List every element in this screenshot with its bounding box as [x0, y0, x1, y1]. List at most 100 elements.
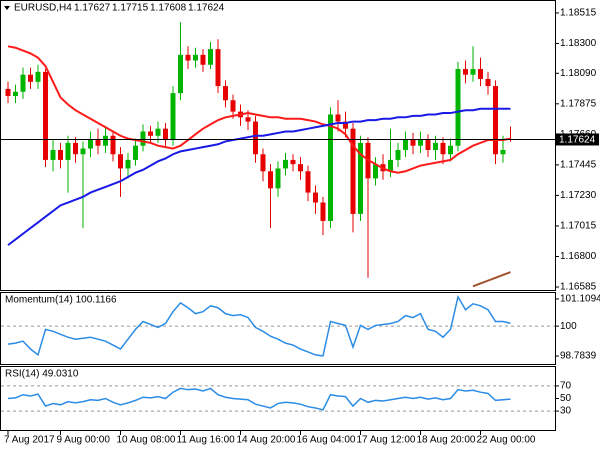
y-tick-label: 1.18300	[560, 38, 597, 49]
candle-body	[193, 54, 198, 61]
candle-body	[185, 54, 191, 61]
x-tick-label: 22 Aug 00:00	[477, 435, 536, 446]
candle-body	[163, 128, 168, 141]
candle-body	[328, 114, 333, 221]
last-price-box	[555, 133, 599, 146]
x-tick-label: 11 Aug 16:00	[177, 435, 236, 446]
candle-body	[500, 149, 506, 155]
y-tick-label: 50	[560, 393, 572, 404]
y-tick-label: 1.18515	[560, 8, 597, 19]
indicator-line	[7, 294, 511, 357]
candle-body	[80, 148, 86, 155]
ohlc-high: 1.17715	[112, 3, 149, 14]
y-tick-label: 1.16585	[560, 282, 597, 293]
candle-body	[140, 131, 146, 146]
candle-body	[208, 49, 213, 65]
candle-body	[58, 149, 63, 160]
candle-body	[403, 140, 408, 150]
menu-triangle[interactable]	[4, 6, 10, 10]
candle-body	[470, 69, 476, 75]
candle-body	[200, 54, 206, 65]
rsi-title: RSI(14) 49.0310	[5, 369, 79, 380]
main-panel-frame	[0, 0, 556, 291]
y-tick-label: 1.17445	[560, 160, 597, 171]
candle-body	[13, 91, 18, 97]
candle-body	[223, 86, 228, 101]
momentum-title: Momentum(14) 100.1166	[5, 295, 117, 306]
candle-body	[88, 140, 93, 149]
candle-body	[230, 100, 236, 112]
candle-body	[178, 54, 183, 94]
candle-body	[125, 159, 131, 169]
plot-layer: 1.185151.183001.180901.178751.176601.174…	[1, 8, 600, 446]
y-tick-label: 1.18090	[560, 68, 597, 79]
candle-body	[425, 140, 431, 150]
candle-body	[373, 164, 378, 179]
candle-body	[28, 74, 33, 82]
candle-body	[350, 128, 356, 214]
x-tick-label: 14 Aug 20:00	[237, 435, 296, 446]
y-tick-label: 98.7839	[560, 351, 597, 362]
candle-body	[95, 140, 101, 146]
candle-body	[5, 88, 11, 97]
candle-body	[290, 159, 296, 165]
candle-body	[485, 78, 491, 87]
symbol-label: EURUSD,H4	[14, 3, 72, 14]
candle-body	[253, 121, 258, 155]
x-tick-label: 17 Aug 12:00	[357, 435, 416, 446]
candle-body	[283, 159, 288, 169]
candle-body	[440, 142, 446, 155]
candle-body	[298, 164, 303, 172]
candle-body	[320, 202, 326, 221]
y-tick-label: 30	[560, 406, 572, 417]
y-tick-label: 1.17230	[560, 190, 597, 201]
y-tick-label: 100	[560, 321, 577, 332]
ohlc-open: 1.17627	[74, 3, 111, 14]
ohlc-close: 1.17624	[188, 3, 225, 14]
candle-body	[478, 69, 483, 79]
candle-body	[433, 142, 438, 150]
candle-body	[148, 131, 153, 136]
y-tick-label: 1.16800	[560, 251, 597, 262]
x-tick-label: 18 Aug 20:00	[417, 435, 476, 446]
candle-body	[395, 149, 401, 160]
candle-body	[493, 86, 498, 155]
candle-body	[335, 114, 341, 122]
candle-body	[245, 117, 251, 122]
moving-average	[7, 45, 511, 174]
x-tick-label: 9 Aug 00:00	[57, 435, 111, 446]
y-tick-label: 101.1094	[560, 294, 600, 305]
last-price-label: 1.17624	[559, 135, 596, 146]
candle-body	[388, 159, 393, 172]
candle-body	[448, 145, 453, 155]
candle-body	[73, 142, 78, 155]
candle-body	[133, 145, 138, 160]
moving-average	[472, 271, 511, 288]
candle-body	[343, 121, 348, 129]
ohlc-low: 1.17608	[150, 3, 187, 14]
candle-body	[118, 154, 123, 169]
y-tick-label: 70	[560, 381, 572, 392]
candle-body	[358, 142, 363, 214]
candle-body	[20, 74, 26, 92]
indicator-line	[7, 387, 511, 411]
candle-body	[215, 49, 221, 87]
y-tick-label: 1.17015	[560, 221, 597, 232]
candle-body	[110, 135, 116, 155]
candle-body	[268, 171, 273, 189]
y-tick-label: 1.17875	[560, 98, 597, 109]
candle-body	[103, 135, 108, 146]
moving-average	[7, 107, 511, 246]
candle-body	[410, 140, 416, 146]
momentum-panel-frame	[0, 292, 556, 365]
candle-body	[65, 142, 71, 160]
x-tick-label: 10 Aug 08:00	[117, 435, 176, 446]
candle-body	[463, 69, 468, 75]
candle-body	[455, 69, 461, 146]
candle-body	[418, 140, 423, 146]
candle-body	[50, 149, 56, 160]
candle-body	[275, 168, 281, 189]
x-tick-label: 16 Aug 04:00	[297, 435, 356, 446]
